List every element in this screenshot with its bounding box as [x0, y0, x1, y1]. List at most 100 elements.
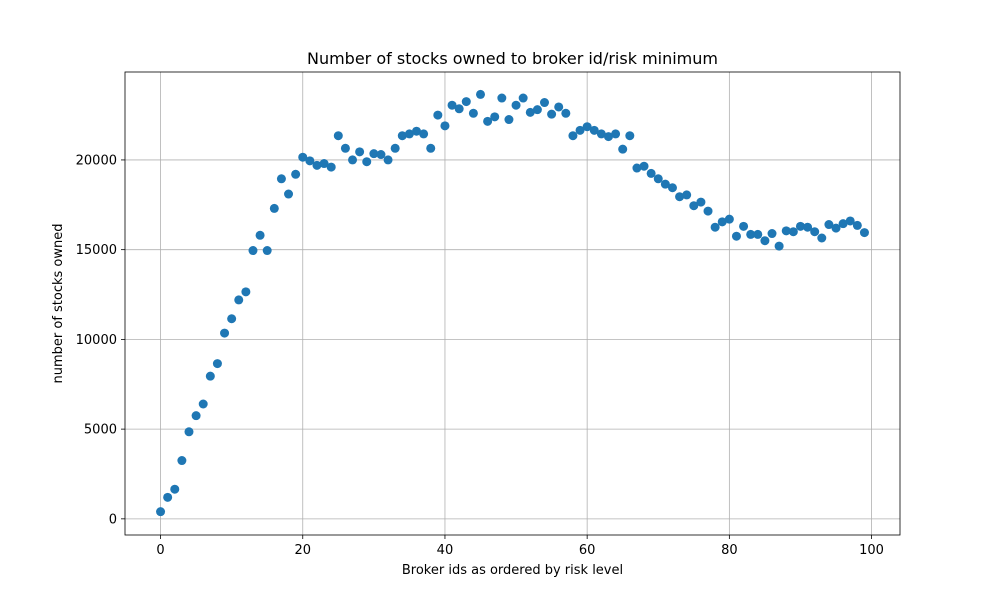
- data-point: [859, 228, 869, 238]
- data-point: [575, 125, 585, 135]
- data-point: [660, 179, 670, 189]
- data-point: [568, 131, 578, 141]
- data-point: [767, 229, 777, 239]
- data-point: [476, 89, 486, 99]
- data-point: [390, 143, 400, 153]
- data-point: [746, 229, 756, 239]
- data-point: [177, 456, 187, 466]
- data-point: [340, 143, 350, 153]
- data-point: [689, 201, 699, 211]
- data-point: [454, 104, 464, 114]
- data-point: [255, 230, 265, 240]
- data-point: [284, 189, 294, 199]
- data-point: [298, 152, 308, 162]
- data-point: [667, 183, 677, 193]
- data-point: [468, 108, 478, 118]
- data-point: [611, 129, 621, 139]
- data-point: [803, 222, 813, 232]
- data-point: [795, 221, 805, 231]
- data-point: [717, 217, 727, 227]
- x-tick-label: 80: [721, 543, 738, 558]
- x-tick-label: 20: [294, 543, 311, 558]
- data-point: [163, 492, 173, 502]
- data-point: [447, 100, 457, 110]
- data-point: [234, 295, 244, 305]
- x-tick-label: 40: [437, 543, 454, 558]
- data-point: [419, 129, 429, 139]
- data-point: [440, 121, 450, 131]
- data-point: [852, 220, 862, 230]
- data-point: [547, 109, 557, 119]
- x-tick-label: 60: [579, 543, 596, 558]
- data-point: [561, 108, 571, 118]
- data-point: [739, 221, 749, 231]
- data-point: [539, 98, 549, 108]
- y-tick-label: 20000: [76, 153, 117, 168]
- data-point: [483, 116, 493, 126]
- data-point: [426, 143, 436, 153]
- data-point: [156, 507, 166, 517]
- data-point: [305, 156, 315, 166]
- data-point: [696, 197, 706, 207]
- data-point: [781, 226, 791, 236]
- data-point: [412, 126, 422, 136]
- data-point: [838, 219, 848, 229]
- data-point: [810, 227, 820, 237]
- x-tick-label: 100: [859, 543, 884, 558]
- data-point: [404, 129, 414, 139]
- y-tick-label: 5000: [84, 423, 117, 438]
- data-point: [625, 131, 635, 141]
- y-tick-label: 15000: [76, 243, 117, 258]
- data-point: [675, 192, 685, 202]
- data-point: [397, 131, 407, 141]
- y-tick-label: 0: [109, 512, 117, 527]
- data-point: [248, 246, 258, 256]
- data-point: [333, 131, 343, 141]
- x-axis-label: Broker ids as ordered by risk level: [402, 563, 623, 578]
- data-point: [618, 144, 628, 154]
- data-point: [646, 168, 656, 178]
- data-point: [511, 100, 521, 110]
- grid: [125, 72, 900, 535]
- plot-area-frame: [124, 71, 901, 536]
- y-tick-label: 10000: [76, 333, 117, 348]
- data-point: [831, 223, 841, 233]
- chart-title: Number of stocks owned to broker id/risk…: [307, 49, 718, 68]
- data-point: [518, 93, 528, 103]
- data-point: [490, 112, 500, 122]
- data-point: [710, 222, 720, 232]
- data-point: [653, 174, 663, 184]
- axis-ticks: 0 20 40 60 80 100 0 5000 10000 15000 20000: [76, 153, 884, 558]
- data-point: [603, 132, 613, 142]
- data-point: [369, 149, 379, 159]
- data-point: [205, 371, 215, 381]
- data-point: [355, 147, 365, 157]
- data-point: [532, 105, 542, 115]
- data-point: [497, 93, 507, 103]
- data-point: [170, 484, 180, 494]
- data-point: [596, 129, 606, 139]
- data-point: [362, 157, 372, 167]
- data-point: [788, 227, 798, 237]
- data-point: [383, 155, 393, 165]
- data-point: [269, 203, 279, 213]
- data-points: [156, 89, 869, 517]
- data-point: [461, 97, 471, 107]
- x-tick-label: 0: [156, 543, 164, 558]
- data-point: [639, 161, 649, 171]
- data-point: [724, 214, 734, 224]
- data-point: [817, 233, 827, 243]
- data-point: [774, 241, 784, 251]
- data-point: [632, 163, 642, 173]
- data-point: [582, 122, 592, 132]
- data-point: [227, 314, 237, 324]
- data-point: [212, 359, 222, 369]
- data-point: [845, 216, 855, 226]
- data-point: [731, 231, 741, 241]
- data-point: [504, 115, 514, 125]
- data-point: [376, 150, 386, 160]
- data-point: [220, 328, 230, 338]
- data-point: [760, 236, 770, 246]
- data-point: [198, 399, 208, 409]
